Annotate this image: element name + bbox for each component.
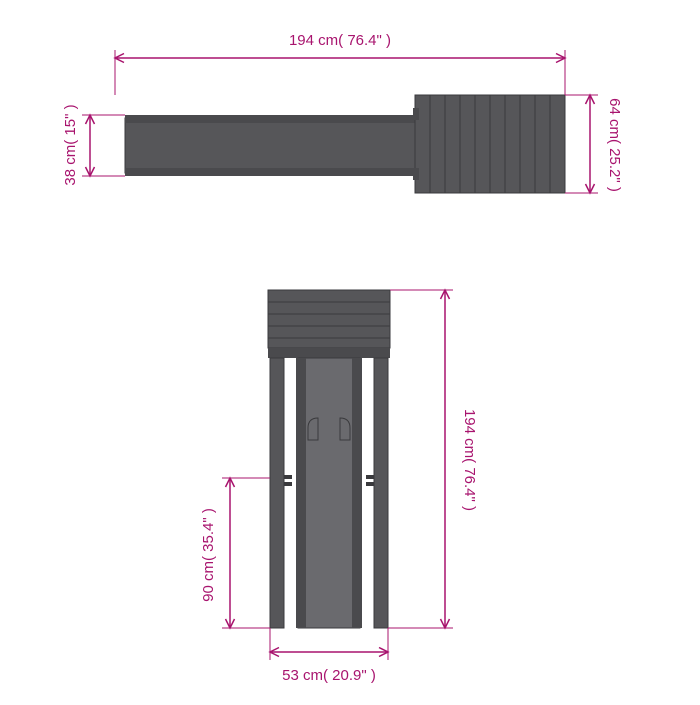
dim-top-height: 64 cm( 25.2" ) xyxy=(565,95,623,193)
top-height-label: 64 cm( 25.2" ) xyxy=(606,98,623,192)
dim-front-full-height: 194 cm( 76.4" ) xyxy=(388,290,478,628)
front-partial-height-label: 90 cm( 35.4" ) xyxy=(200,508,217,602)
dim-front-partial-height: 90 cm( 35.4" ) xyxy=(200,478,270,628)
dim-top-width: 194 cm( 76.4" ) xyxy=(115,32,565,95)
dim-front-width: 53 cm( 20.9" ) xyxy=(270,628,388,684)
front-width-label: 53 cm( 20.9" ) xyxy=(282,667,376,684)
dimension-diagram: 194 cm( 76.4" ) 38 cm( 15" ) 64 cm( 25.2… xyxy=(0,0,700,700)
top-view-product xyxy=(125,95,565,193)
front-view-product xyxy=(268,290,390,628)
dim-top-depth: 38 cm( 15" ) xyxy=(62,104,125,185)
front-full-height-label: 194 cm( 76.4" ) xyxy=(461,409,478,511)
top-depth-label: 38 cm( 15" ) xyxy=(62,104,79,185)
top-width-label: 194 cm( 76.4" ) xyxy=(289,32,391,49)
